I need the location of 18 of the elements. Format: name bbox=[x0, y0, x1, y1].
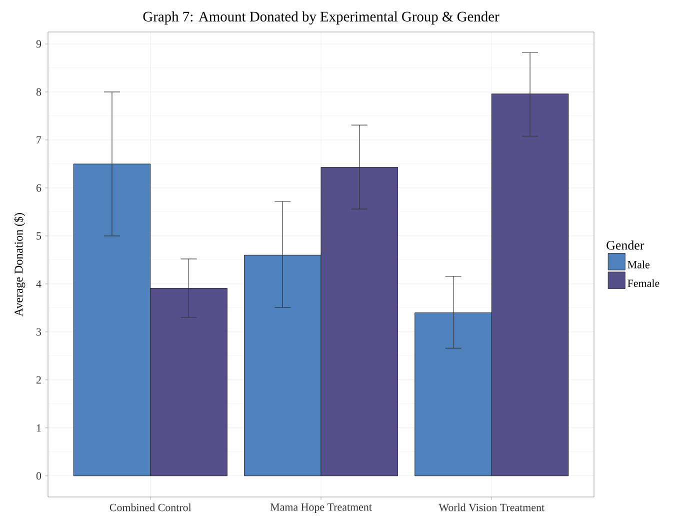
x-tick-label: World Vision Treatment bbox=[438, 504, 544, 512]
legend-title: Gender bbox=[606, 240, 644, 250]
legend-label: Female bbox=[628, 279, 660, 288]
y-tick-label: 8 bbox=[36, 88, 42, 96]
x-tick-label: Combined Control bbox=[110, 504, 192, 512]
chart-title: Graph 7: Amount Donated by Experimental Group & Gender bbox=[143, 11, 500, 24]
y-tick-label: 2 bbox=[36, 376, 41, 384]
legend-label: Male bbox=[628, 260, 650, 268]
y-axis-title: Average Donation ($) bbox=[14, 213, 26, 316]
y-tick-label: 9 bbox=[36, 40, 42, 48]
x-tick-label: Mama Hope Treatment bbox=[270, 504, 372, 514]
y-tick-label: 6 bbox=[36, 184, 42, 192]
y-tick-label: 4 bbox=[36, 280, 42, 288]
y-tick-label: 7 bbox=[36, 136, 42, 144]
y-tick-label: 0 bbox=[36, 472, 42, 480]
y-tick-label: 5 bbox=[36, 232, 42, 240]
y-tick-label: 3 bbox=[36, 328, 42, 336]
y-tick-label: 1 bbox=[36, 424, 41, 432]
